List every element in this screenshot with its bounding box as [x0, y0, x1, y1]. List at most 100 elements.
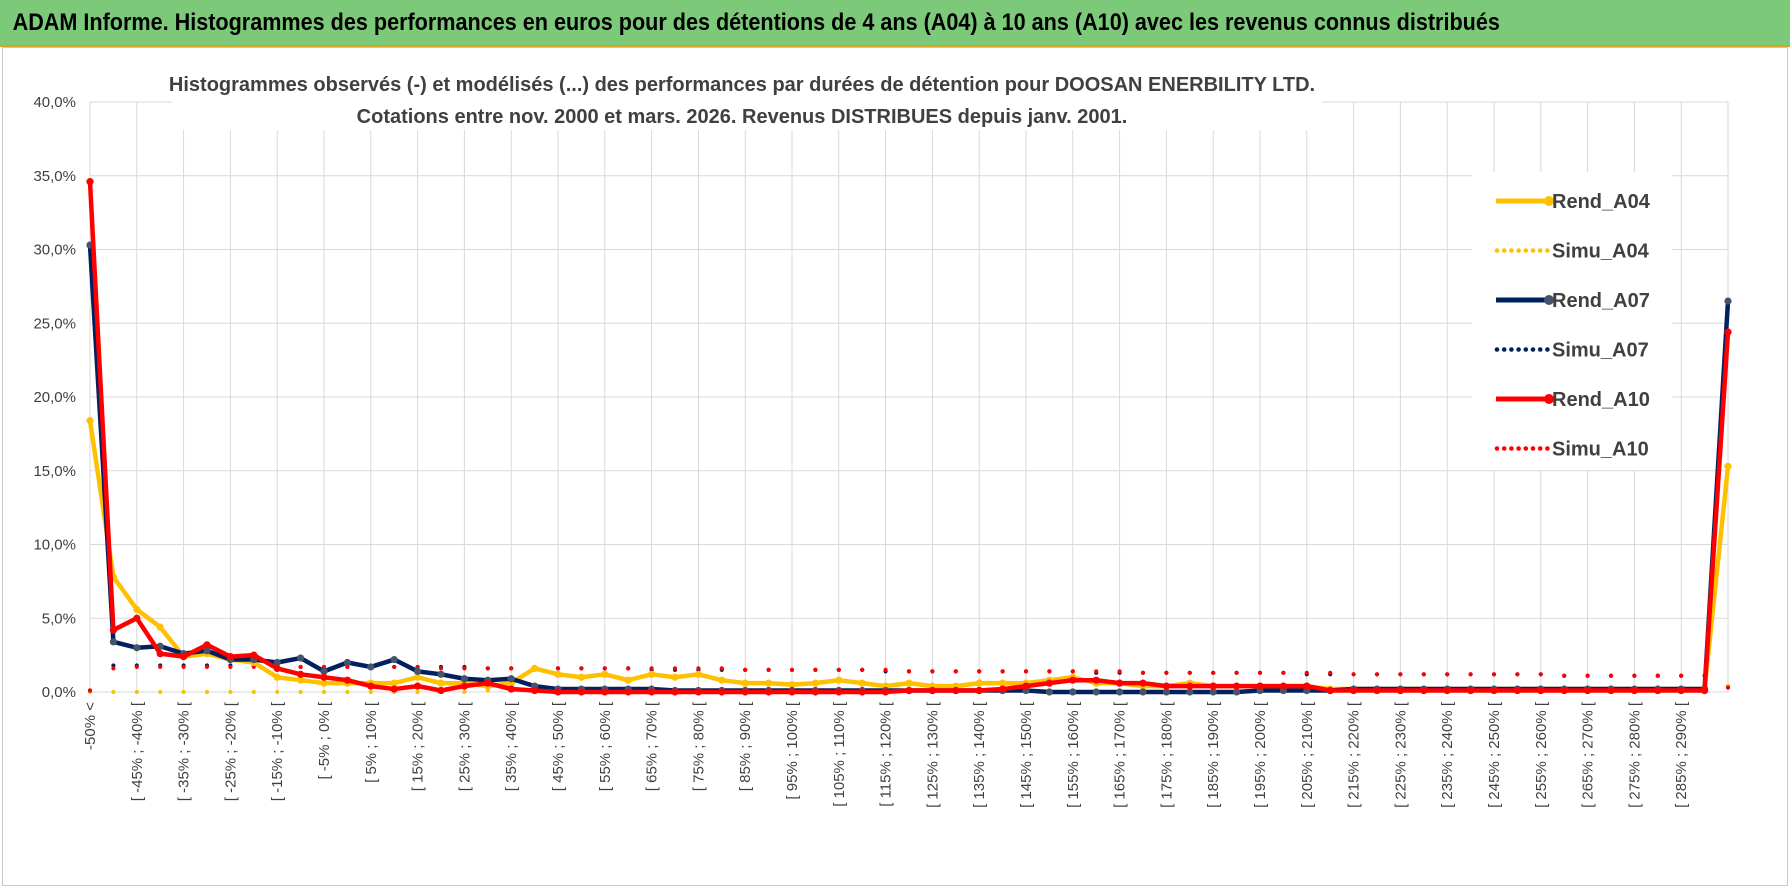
- marker-point: [226, 653, 234, 661]
- marker-point: [1139, 679, 1147, 687]
- dot-point: [368, 689, 373, 695]
- dot-point: [1000, 669, 1005, 674]
- dot-point: [1632, 673, 1637, 678]
- dot-point: [275, 689, 280, 695]
- marker-point: [1724, 328, 1732, 336]
- x-tick-label: [ 205% ; 210% [: [1299, 701, 1316, 808]
- dot-point: [719, 666, 724, 671]
- legend-swatch-dot: [1509, 347, 1514, 352]
- x-tick-label: [ 165% ; 170% [: [1112, 701, 1129, 808]
- marker-point: [811, 679, 820, 687]
- marker-point: [367, 682, 375, 690]
- marker-point: [343, 676, 351, 684]
- marker-point: [928, 686, 937, 695]
- marker-point: [390, 679, 398, 687]
- marker-point: [975, 679, 983, 687]
- y-tick-label: 0,0%: [42, 684, 76, 701]
- dot-point: [1164, 670, 1169, 675]
- marker-point: [1513, 686, 1521, 695]
- marker-point: [156, 623, 164, 631]
- marker-point: [133, 605, 141, 614]
- marker-point: [1186, 688, 1194, 696]
- dot-point: [743, 667, 748, 672]
- dot-point: [298, 664, 303, 670]
- chart-frame: [2, 47, 1788, 886]
- dot-point: [766, 667, 771, 672]
- marker-point: [203, 647, 211, 655]
- dot-point: [321, 689, 327, 695]
- legend-swatch-dot: [1523, 347, 1529, 352]
- x-tick-label: [ -25% ; -20% [: [222, 701, 239, 801]
- marker-point: [1022, 682, 1030, 690]
- marker-point: [343, 658, 351, 667]
- legend-swatch-marker: [1544, 196, 1554, 206]
- marker-point: [437, 686, 445, 695]
- marker-point: [1350, 686, 1358, 695]
- marker-point: [1209, 688, 1217, 696]
- dot-point: [392, 664, 397, 670]
- y-tick-label: 5,0%: [42, 610, 76, 627]
- x-tick-label: [ 85% ; 90% [: [737, 701, 754, 791]
- marker-point: [1420, 686, 1428, 695]
- dot-point: [1328, 670, 1333, 675]
- dot-point: [509, 666, 514, 671]
- marker-point: [1467, 686, 1475, 695]
- marker-point: [835, 688, 843, 696]
- marker-point: [1116, 688, 1124, 696]
- x-tick-label: [ -15% ; -10% [: [269, 701, 286, 801]
- x-tick-label: [ -45% ; -40% [: [129, 701, 146, 801]
- dot-point: [1094, 669, 1099, 674]
- marker-point: [250, 651, 258, 659]
- x-tick-label: [ 185% ; 190% [: [1205, 701, 1222, 808]
- marker-point: [1045, 679, 1053, 687]
- dot-point: [789, 667, 795, 672]
- dot-point: [1211, 670, 1216, 675]
- dot-point: [298, 689, 303, 695]
- marker-point: [1186, 682, 1194, 690]
- dot-point: [696, 666, 701, 671]
- dot-point: [1655, 673, 1660, 678]
- marker-point: [671, 673, 679, 681]
- marker-point: [1303, 682, 1311, 690]
- dot-point: [1445, 672, 1450, 677]
- marker-point: [1560, 686, 1568, 695]
- legend-swatch-marker: [1544, 394, 1554, 404]
- legend-swatch-dot: [1523, 248, 1529, 253]
- dot-point: [1562, 673, 1567, 678]
- legend-swatch-dot: [1516, 446, 1521, 451]
- marker-point: [1162, 688, 1170, 696]
- marker-point: [1701, 686, 1709, 695]
- marker-point: [414, 673, 422, 681]
- marker-point: [297, 670, 305, 678]
- legend-swatch-dot: [1530, 248, 1536, 253]
- marker-point: [414, 667, 422, 675]
- legend-swatch-dot: [1501, 446, 1507, 451]
- marker-point: [484, 679, 492, 687]
- dot-point: [228, 689, 233, 695]
- legend-swatch-dot: [1516, 347, 1521, 352]
- series-lines: [86, 178, 1732, 696]
- marker-point: [1724, 297, 1732, 305]
- dot-point: [251, 689, 256, 695]
- x-tick-label: [ 15% ; 20% [: [410, 701, 427, 791]
- marker-point: [297, 654, 305, 662]
- x-tick-label: [ -5% ; 0% [: [316, 701, 333, 779]
- dot-point: [134, 689, 139, 695]
- marker-point: [554, 688, 562, 696]
- marker-point: [1326, 686, 1334, 695]
- marker-point: [1724, 462, 1732, 470]
- series-rend-a10: [86, 178, 1732, 696]
- marker-point: [811, 688, 820, 696]
- dot-point: [1585, 673, 1590, 678]
- y-tick-label: 20,0%: [33, 389, 76, 406]
- dot-point: [1257, 670, 1263, 675]
- marker-point: [1279, 682, 1287, 690]
- marker-point: [718, 688, 726, 696]
- x-tick-label: [ 115% ; 120% [: [878, 701, 895, 807]
- dot-point: [1304, 670, 1309, 675]
- marker-point: [577, 688, 586, 696]
- marker-point: [1209, 682, 1217, 690]
- marker-point: [671, 688, 679, 696]
- marker-point: [1537, 686, 1545, 695]
